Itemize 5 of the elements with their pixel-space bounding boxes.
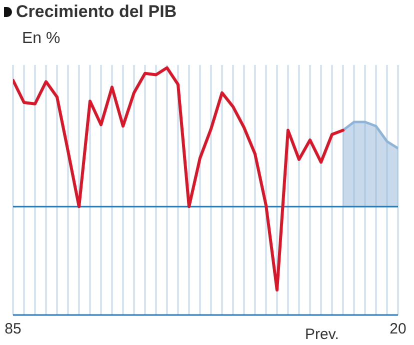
text: Prev. bbox=[305, 326, 339, 343]
chart-subtitle: En % bbox=[22, 30, 60, 48]
x-tick-label: 85 bbox=[4, 320, 22, 338]
chart-title: Crecimiento del PIB bbox=[16, 2, 177, 22]
x-tick-label: 20 bbox=[390, 320, 406, 338]
